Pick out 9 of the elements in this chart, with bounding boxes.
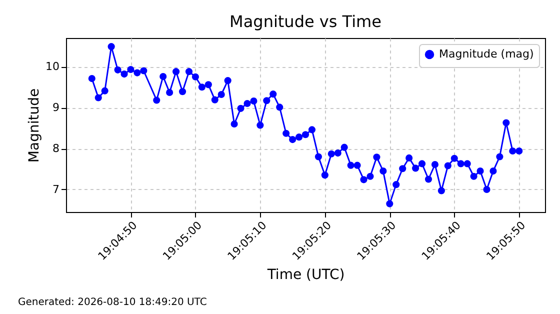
y-tick-label: 7 (52, 182, 60, 196)
y-tick-label: 8 (52, 142, 60, 156)
x-axis-title: Time (UTC) (266, 267, 345, 284)
y-tick-label: 10 (46, 60, 60, 74)
y-tick-label: 9 (52, 101, 60, 114)
y-axis-title: Magnitude (26, 88, 43, 163)
text: Generated: 2026-08-10 18:49:20 UTC (18, 297, 207, 308)
legend-label: Magnitude (mag) (439, 48, 534, 60)
chart-title: Magnitude vs Time (230, 12, 382, 31)
